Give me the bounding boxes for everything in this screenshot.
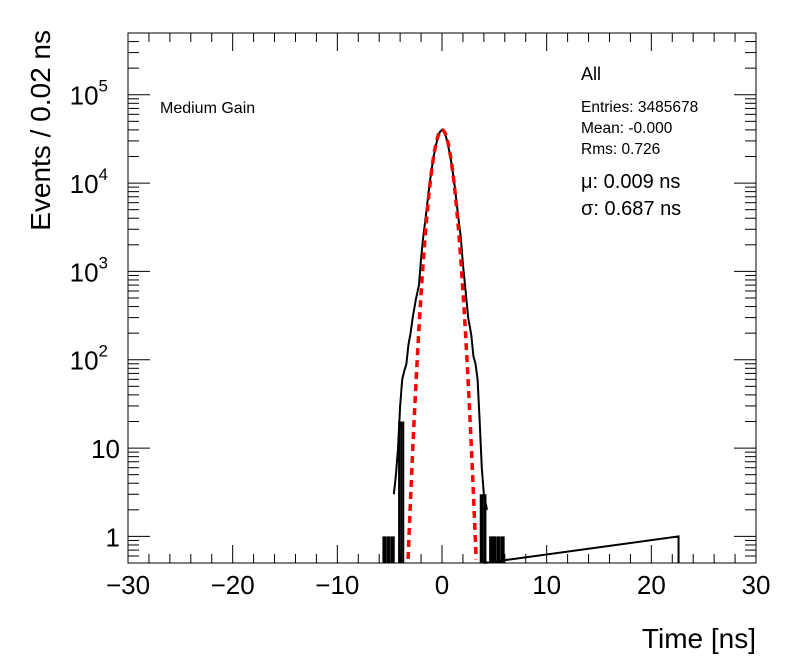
stats-title: All: [581, 64, 601, 84]
x-tick-labels: −30 −20 −10 0 10 20 30: [106, 570, 771, 600]
gaussian-fit-curve: [406, 128, 478, 560]
x-tick-label: 10: [532, 570, 561, 600]
x-tick-label: −10: [315, 570, 359, 600]
gain-annotation: Medium Gain: [160, 100, 255, 117]
x-tick-label: −20: [211, 570, 255, 600]
x-tick-label: 20: [637, 570, 666, 600]
y-tick-label: 1: [106, 522, 120, 552]
x-tick-label: 30: [742, 570, 771, 600]
y-tick-labels: 1 10 102 103 104 105: [70, 77, 120, 553]
stats-box: All Entries: 3485678 Mean: -0.000 Rms: 0…: [581, 64, 698, 220]
histogram-series: [382, 128, 680, 564]
fit-mu: μ: 0.009 ns: [581, 171, 680, 193]
x-tick-label: 0: [435, 570, 449, 600]
y-tick-label: 103: [70, 253, 108, 287]
y-tick-label: 10: [91, 434, 120, 464]
x-axis-label: Time [ns]: [642, 623, 756, 654]
fit-sigma: σ: 0.687 ns: [581, 198, 681, 220]
y-tick-label: 102: [70, 342, 108, 376]
y-tick-label: 104: [70, 165, 108, 199]
y-tick-label: 105: [70, 77, 108, 111]
axis-ticks: [127, 32, 757, 564]
x-tick-label: −30: [106, 570, 150, 600]
stats-entries: Entries: 3485678: [581, 99, 698, 116]
stats-rms: Rms: 0.726: [581, 141, 660, 158]
y-axis-label: Events / 0.02 ns: [25, 30, 56, 231]
stats-mean: Mean: -0.000: [581, 120, 673, 137]
